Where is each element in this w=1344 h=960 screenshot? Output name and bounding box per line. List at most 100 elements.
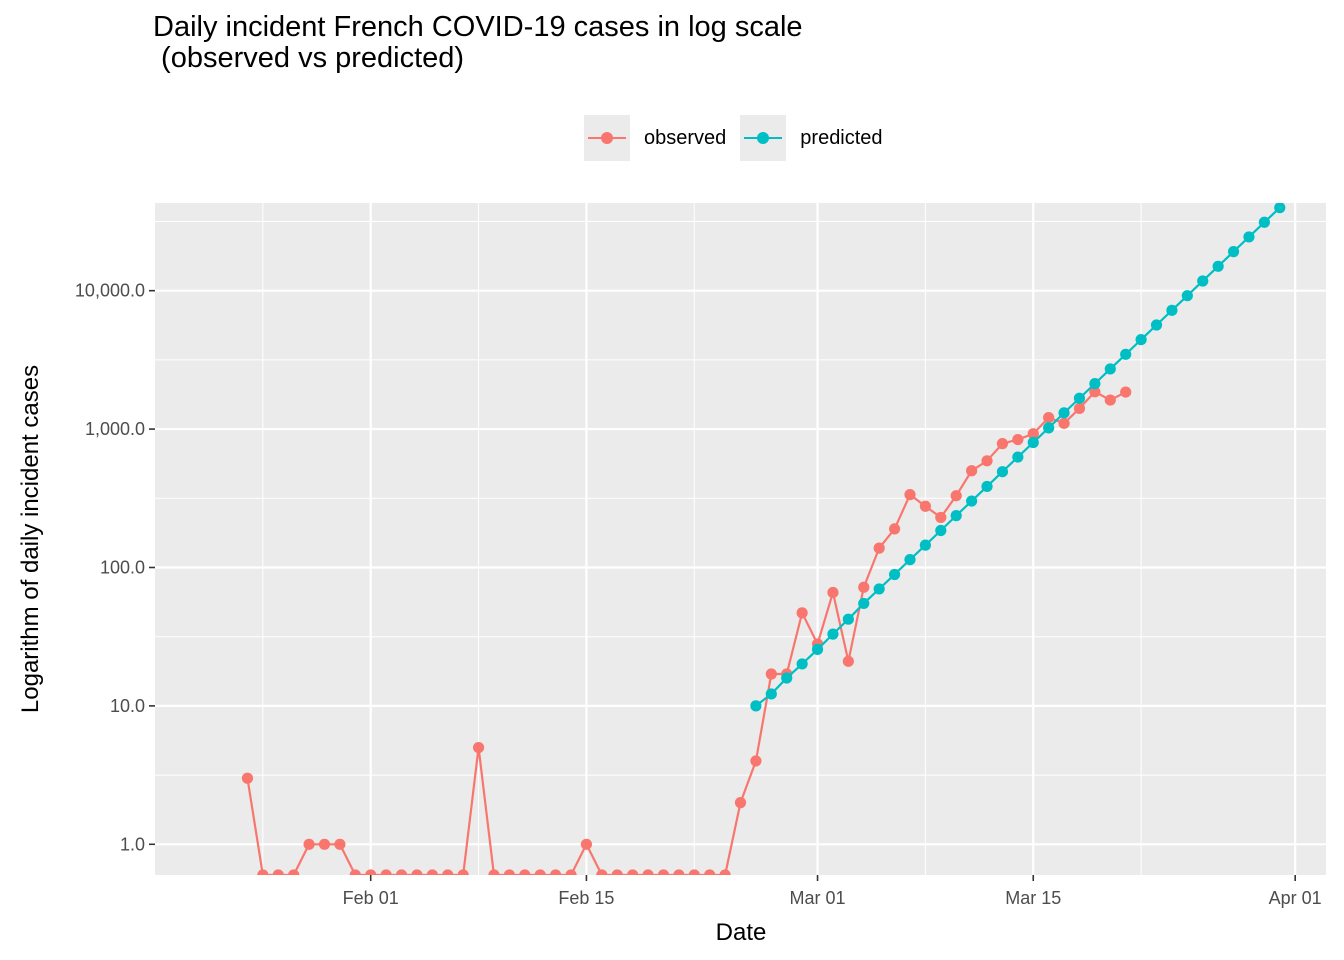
observed-point: [503, 869, 515, 875]
predicted-point: [1073, 392, 1086, 404]
predicted-point: [1197, 275, 1209, 287]
predicted-point: [904, 554, 916, 566]
series-predicted: [750, 203, 1286, 712]
observed-point: [842, 655, 854, 667]
observed-point: [580, 838, 593, 850]
observed-point: [688, 869, 700, 875]
predicted-point: [950, 510, 962, 522]
predicted-point: [1243, 231, 1255, 243]
predicted-point: [1012, 451, 1024, 463]
x-axis-title: Date: [716, 919, 767, 946]
observed-point: [1058, 417, 1070, 429]
legend-label-predicted: predicted: [800, 126, 883, 149]
predicted-point: [1089, 378, 1101, 390]
observed-point: [642, 869, 654, 875]
observed-point: [796, 607, 808, 619]
predicted-point: [811, 643, 824, 655]
legend-key-observed: [584, 115, 630, 161]
observed-point: [411, 869, 423, 875]
legend-item-observed: observed: [584, 115, 726, 161]
axes: 1.0 10.0 100.0 1,000.0 10,000.0 Feb 01 Feb 15 M…: [75, 281, 1322, 908]
y-tick-label: 1.0: [120, 834, 145, 854]
observed-point: [272, 869, 284, 875]
predicted-point: [966, 495, 978, 507]
predicted-point: [935, 524, 947, 537]
chart-title: Daily incident French COVID-19 cases in …: [153, 11, 803, 74]
observed-point: [472, 741, 485, 754]
observed-point: [1073, 402, 1086, 415]
observed-point: [442, 869, 454, 875]
observed-point: [719, 869, 731, 875]
observed-point: [395, 869, 408, 875]
x-tick-label: Mar 01: [790, 888, 846, 908]
predicted-point: [842, 613, 854, 625]
observed-point: [904, 489, 916, 501]
observed-point: [919, 500, 931, 512]
observed-point: [1027, 428, 1039, 440]
y-tick-label: 10,000.0: [75, 281, 145, 301]
observed-point: [565, 869, 577, 875]
y-tick-label: 100.0: [100, 557, 145, 577]
predicted-point: [765, 688, 777, 700]
observed-point: [1012, 433, 1024, 446]
observed-point: [488, 869, 500, 875]
predicted-point: [796, 658, 808, 670]
observed-point: [611, 869, 623, 875]
observed-point: [534, 869, 546, 875]
y-tick-label: 10.0: [110, 696, 145, 716]
observed-point: [657, 869, 670, 875]
predicted-point: [1043, 422, 1055, 434]
observed-point: [288, 869, 300, 875]
observed-point: [966, 465, 978, 477]
legend-label-observed: observed: [644, 126, 727, 149]
observed-point: [457, 869, 469, 875]
grid-lines: [155, 203, 1326, 875]
predicted-point: [1181, 290, 1193, 302]
x-tick-label: Feb 01: [343, 888, 399, 908]
observed-point: [704, 869, 716, 875]
predicted-point: [1120, 348, 1132, 360]
y-tick-label: 1,000.0: [85, 419, 145, 439]
predicted-point: [1058, 407, 1070, 419]
predicted-point: [1135, 334, 1147, 346]
chart-legend: observed predicted: [584, 114, 897, 162]
observed-point: [550, 869, 562, 875]
observed-point: [349, 869, 361, 875]
predicted-point: [1212, 260, 1224, 272]
x-tick-label: Apr 01: [1269, 888, 1322, 908]
observed-point: [257, 869, 269, 875]
x-tick-label: Mar 15: [1005, 888, 1061, 908]
predicted-point: [888, 568, 901, 581]
observed-point: [426, 869, 438, 875]
legend-key-predicted: [740, 115, 787, 161]
predicted-point: [981, 480, 993, 493]
observed-point: [935, 511, 947, 524]
observed-point: [765, 668, 777, 680]
predicted-point: [919, 539, 931, 551]
observed-point: [888, 523, 901, 535]
predicted-point: [1227, 246, 1240, 258]
predicted-point: [750, 700, 762, 712]
predicted-point: [1274, 203, 1286, 214]
series-observed: [241, 386, 1132, 875]
observed-point: [380, 869, 392, 875]
observed-point: [303, 838, 315, 850]
predicted-point: [1027, 436, 1039, 449]
predicted-point: [827, 628, 839, 640]
predicted-point: [781, 672, 793, 684]
observed-point: [318, 838, 331, 850]
predicted-point: [1104, 363, 1116, 375]
predicted-point: [1166, 304, 1178, 316]
y-axis-title: Logarithm of daily incident cases: [17, 365, 44, 713]
observed-point: [334, 838, 346, 850]
x-tick-label: Feb 15: [558, 888, 614, 908]
observed-line: [246, 390, 1127, 875]
predicted-point: [996, 466, 1009, 478]
observed-point: [873, 542, 885, 554]
plot-panel: [155, 203, 1326, 875]
observed-point: [981, 455, 993, 467]
predicted-point: [873, 583, 885, 595]
observed-point: [596, 869, 608, 875]
observed-point: [950, 490, 962, 502]
